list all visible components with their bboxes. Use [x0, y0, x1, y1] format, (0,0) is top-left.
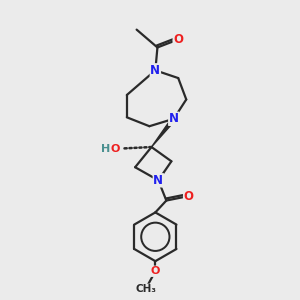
Text: O: O	[151, 266, 160, 276]
Text: N: N	[150, 64, 160, 77]
Text: N: N	[153, 174, 163, 187]
Text: CH₃: CH₃	[135, 284, 156, 294]
Text: O: O	[173, 33, 183, 46]
Polygon shape	[152, 118, 176, 147]
Text: O: O	[110, 143, 119, 154]
Text: O: O	[184, 190, 194, 202]
Text: N: N	[169, 112, 179, 125]
Text: H: H	[100, 143, 110, 154]
